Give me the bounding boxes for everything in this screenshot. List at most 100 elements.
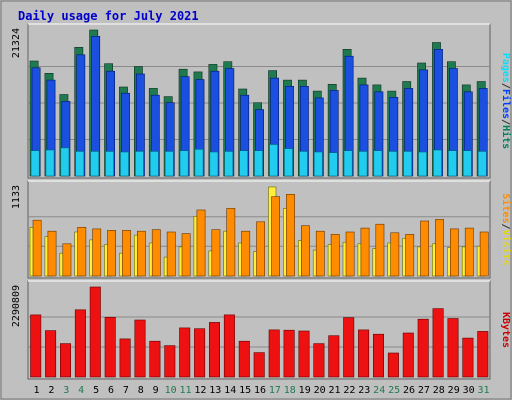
bar-kbytes-day-10: [164, 345, 176, 378]
bar-kbytes-day-7: [119, 338, 131, 378]
bar-sites-day-6: [107, 230, 116, 277]
x-tick-label-day-29: 29: [448, 385, 460, 396]
x-tick-label-day-26: 26: [403, 385, 415, 396]
bar-sites-day-13: [211, 229, 221, 277]
x-tick-label-day-10: 10: [165, 385, 177, 396]
x-tick-label-day-13: 13: [209, 385, 221, 396]
bar-pages-day-7: [120, 151, 129, 177]
bar-pages-day-13: [209, 151, 219, 177]
bar-pages-day-23: [358, 151, 368, 177]
bar-kbytes-day-20: [313, 343, 325, 378]
bar-pages-day-25: [388, 151, 398, 177]
bar-pages-day-18: [284, 148, 293, 177]
legend-entry: Visits: [500, 230, 512, 266]
bar-pages-day-6: [105, 151, 114, 177]
bar-sites-day-24: [375, 223, 385, 277]
bar-sites-day-21: [330, 234, 340, 277]
bar-pages-day-14: [224, 151, 234, 177]
bar-kbytes-day-5: [89, 286, 101, 378]
chart-title: Daily usage for July 2021: [18, 9, 199, 23]
x-tick-label-day-1: 1: [33, 385, 39, 396]
x-tick-label-day-7: 7: [123, 385, 129, 396]
bar-sites-day-10: [166, 231, 176, 277]
bar-pages-day-1: [30, 150, 40, 177]
bar-pages-day-19: [298, 151, 308, 177]
legend-entry: KBytes: [500, 312, 511, 348]
bar-kbytes-day-22: [343, 317, 355, 378]
bar-kbytes-day-30: [462, 337, 474, 378]
bar-sites-day-29: [449, 228, 459, 277]
bar-pages-day-2: [45, 149, 55, 177]
x-tick-label-day-5: 5: [93, 385, 99, 396]
bar-sites-day-1: [32, 219, 42, 277]
bar-sites-day-22: [345, 231, 355, 277]
x-tick-label-day-8: 8: [138, 385, 144, 396]
bar-pages-day-15: [239, 150, 249, 177]
x-tick-label-day-27: 27: [418, 385, 430, 396]
legend-entry: Sites: [500, 193, 512, 223]
x-tick-label-day-20: 20: [314, 385, 326, 396]
legend-entry: Hits: [500, 125, 512, 149]
bar-kbytes-day-18: [283, 329, 295, 378]
x-tick-label-day-9: 9: [153, 385, 159, 396]
x-tick-label-day-2: 2: [48, 385, 54, 396]
legend-entry: /: [500, 83, 511, 89]
legend-visits-sites: Sites/Visits: [500, 193, 512, 265]
bar-pages-day-11: [179, 150, 189, 177]
panel-max-label-visits-sites: 1133: [11, 185, 22, 209]
bar-pages-day-8: [135, 151, 144, 177]
bar-pages-day-10: [164, 151, 174, 177]
x-tick-label-day-11: 11: [179, 385, 191, 396]
bar-kbytes-day-8: [134, 319, 146, 378]
x-tick-label-day-23: 23: [358, 385, 370, 396]
bar-kbytes-day-31: [477, 331, 489, 378]
panel-max-label-hits-files-pages: 21324: [11, 28, 22, 58]
bar-sites-day-8: [137, 230, 146, 277]
panel-max-label-kbytes: 2290809: [11, 285, 22, 327]
bar-sites-day-7: [122, 230, 131, 277]
bar-sites-day-11: [181, 233, 191, 277]
bar-pages-day-17: [269, 144, 278, 177]
legend-entry: Files: [500, 89, 512, 119]
x-tick-label-day-18: 18: [284, 385, 296, 396]
bar-sites-day-18: [286, 194, 295, 277]
x-tick-label-day-14: 14: [224, 385, 236, 396]
x-tick-label-day-16: 16: [254, 385, 266, 396]
legend-kbytes: KBytes: [500, 312, 511, 348]
bar-sites-day-3: [62, 243, 72, 277]
bar-sites-day-9: [151, 229, 161, 277]
bar-kbytes-day-4: [74, 309, 86, 378]
x-tick-label-day-28: 28: [433, 385, 445, 396]
x-tick-label-day-25: 25: [388, 385, 400, 396]
x-tick-label-day-3: 3: [63, 385, 69, 396]
bar-pages-day-31: [477, 151, 487, 177]
bar-sites-day-26: [405, 234, 415, 277]
bar-sites-day-12: [196, 209, 206, 277]
bar-pages-day-24: [373, 150, 383, 177]
bar-pages-day-30: [462, 150, 472, 177]
bar-sites-day-20: [315, 230, 325, 277]
bar-kbytes-day-26: [402, 332, 414, 378]
x-tick-label-day-24: 24: [373, 385, 385, 396]
bar-sites-day-17: [271, 196, 280, 277]
bar-sites-day-5: [92, 228, 102, 277]
bar-sites-day-4: [77, 227, 87, 277]
x-tick-label-day-30: 30: [463, 385, 475, 396]
bar-kbytes-day-21: [328, 335, 340, 378]
bar-kbytes-day-2: [45, 330, 57, 378]
bar-kbytes-day-17: [268, 329, 280, 378]
bar-pages-day-5: [90, 151, 100, 177]
bar-kbytes-day-23: [358, 329, 370, 378]
bar-sites-day-15: [241, 230, 251, 277]
bar-pages-day-29: [447, 150, 457, 177]
bar-kbytes-day-25: [387, 352, 399, 378]
x-tick-label-day-22: 22: [343, 385, 355, 396]
bar-sites-day-30: [464, 227, 474, 277]
bar-pages-day-21: [328, 152, 338, 177]
x-tick-label-day-19: 19: [299, 385, 311, 396]
bar-kbytes-day-29: [447, 318, 459, 378]
x-tick-label-day-12: 12: [194, 385, 206, 396]
